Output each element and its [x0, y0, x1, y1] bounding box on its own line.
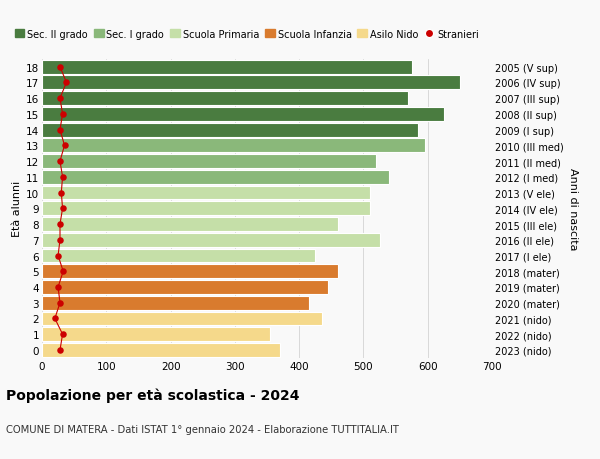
- Point: [55, 127, 65, 134]
- Bar: [42, 108, 444, 122]
- Point: [55, 158, 65, 165]
- Bar: [42, 155, 376, 168]
- Point: [62, 79, 71, 87]
- Point: [55, 64, 65, 71]
- Text: COMUNE DI MATERA - Dati ISTAT 1° gennaio 2024 - Elaborazione TUTTITALIA.IT: COMUNE DI MATERA - Dati ISTAT 1° gennaio…: [6, 425, 399, 435]
- Point: [55, 299, 65, 307]
- Bar: [42, 218, 338, 231]
- Bar: [42, 61, 412, 74]
- Bar: [42, 76, 460, 90]
- Point: [55, 347, 65, 354]
- Point: [50, 315, 59, 322]
- Bar: [42, 171, 389, 185]
- Point: [58, 111, 67, 118]
- Point: [55, 95, 65, 103]
- Point: [58, 174, 67, 181]
- Point: [53, 252, 63, 260]
- Bar: [42, 202, 370, 216]
- Bar: [42, 249, 315, 263]
- Point: [58, 268, 68, 275]
- Point: [53, 284, 63, 291]
- Bar: [42, 92, 409, 106]
- Bar: [42, 312, 322, 326]
- Bar: [42, 123, 418, 137]
- Point: [55, 236, 65, 244]
- Point: [55, 221, 65, 228]
- Y-axis label: Anni di nascita: Anni di nascita: [568, 168, 578, 250]
- Bar: [42, 233, 380, 247]
- Bar: [42, 328, 270, 341]
- Bar: [42, 265, 338, 279]
- Point: [58, 331, 67, 338]
- Text: Popolazione per età scolastica - 2024: Popolazione per età scolastica - 2024: [6, 388, 299, 403]
- Bar: [42, 343, 280, 357]
- Bar: [42, 186, 370, 200]
- Bar: [42, 296, 309, 310]
- Legend: Sec. II grado, Sec. I grado, Scuola Primaria, Scuola Infanzia, Asilo Nido, Stran: Sec. II grado, Sec. I grado, Scuola Prim…: [11, 26, 482, 44]
- Point: [58, 205, 67, 213]
- Bar: [42, 139, 425, 153]
- Point: [56, 190, 66, 197]
- Bar: [42, 280, 328, 294]
- Y-axis label: Età alunni: Età alunni: [12, 181, 22, 237]
- Point: [60, 142, 70, 150]
